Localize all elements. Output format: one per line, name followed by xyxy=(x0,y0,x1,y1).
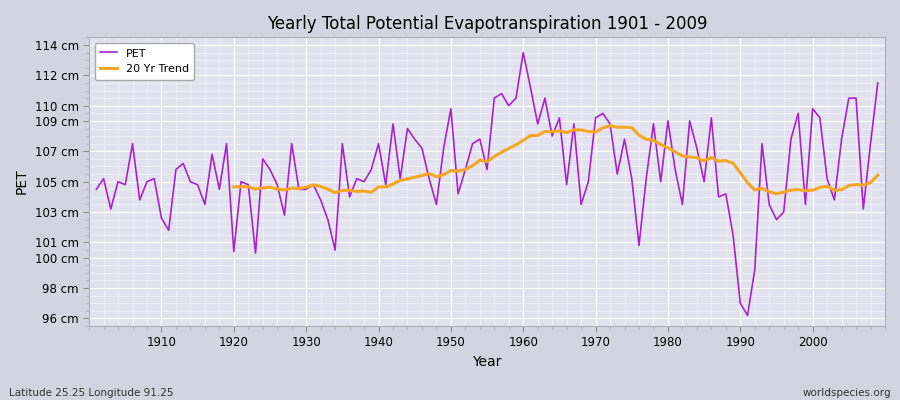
20 Yr Trend xyxy=(315,184,326,189)
Text: Latitude 25.25 Longitude 91.25: Latitude 25.25 Longitude 91.25 xyxy=(9,388,174,398)
20 Yr Trend xyxy=(424,171,435,176)
PET xyxy=(872,80,883,85)
Legend: PET, 20 Yr Trend: PET, 20 Yr Trend xyxy=(94,43,194,80)
Line: 20 Yr Trend: 20 Yr Trend xyxy=(234,126,878,194)
X-axis label: Year: Year xyxy=(472,355,501,369)
Text: worldspecies.org: worldspecies.org xyxy=(803,388,891,398)
PET xyxy=(91,187,102,192)
20 Yr Trend xyxy=(793,187,804,192)
Line: PET: PET xyxy=(96,52,878,315)
20 Yr Trend xyxy=(605,123,616,128)
Y-axis label: PET: PET xyxy=(15,169,29,194)
PET xyxy=(518,50,528,55)
PET xyxy=(612,172,623,176)
PET xyxy=(742,313,753,318)
20 Yr Trend xyxy=(771,191,782,196)
PET xyxy=(148,176,159,181)
PET xyxy=(351,176,362,181)
20 Yr Trend xyxy=(684,155,695,160)
PET xyxy=(308,182,319,187)
PET xyxy=(510,96,521,100)
20 Yr Trend xyxy=(778,190,789,194)
20 Yr Trend xyxy=(229,184,239,189)
Title: Yearly Total Potential Evapotranspiration 1901 - 2009: Yearly Total Potential Evapotranspiratio… xyxy=(266,15,707,33)
PET xyxy=(525,85,535,90)
20 Yr Trend xyxy=(872,173,883,178)
20 Yr Trend xyxy=(858,183,868,188)
